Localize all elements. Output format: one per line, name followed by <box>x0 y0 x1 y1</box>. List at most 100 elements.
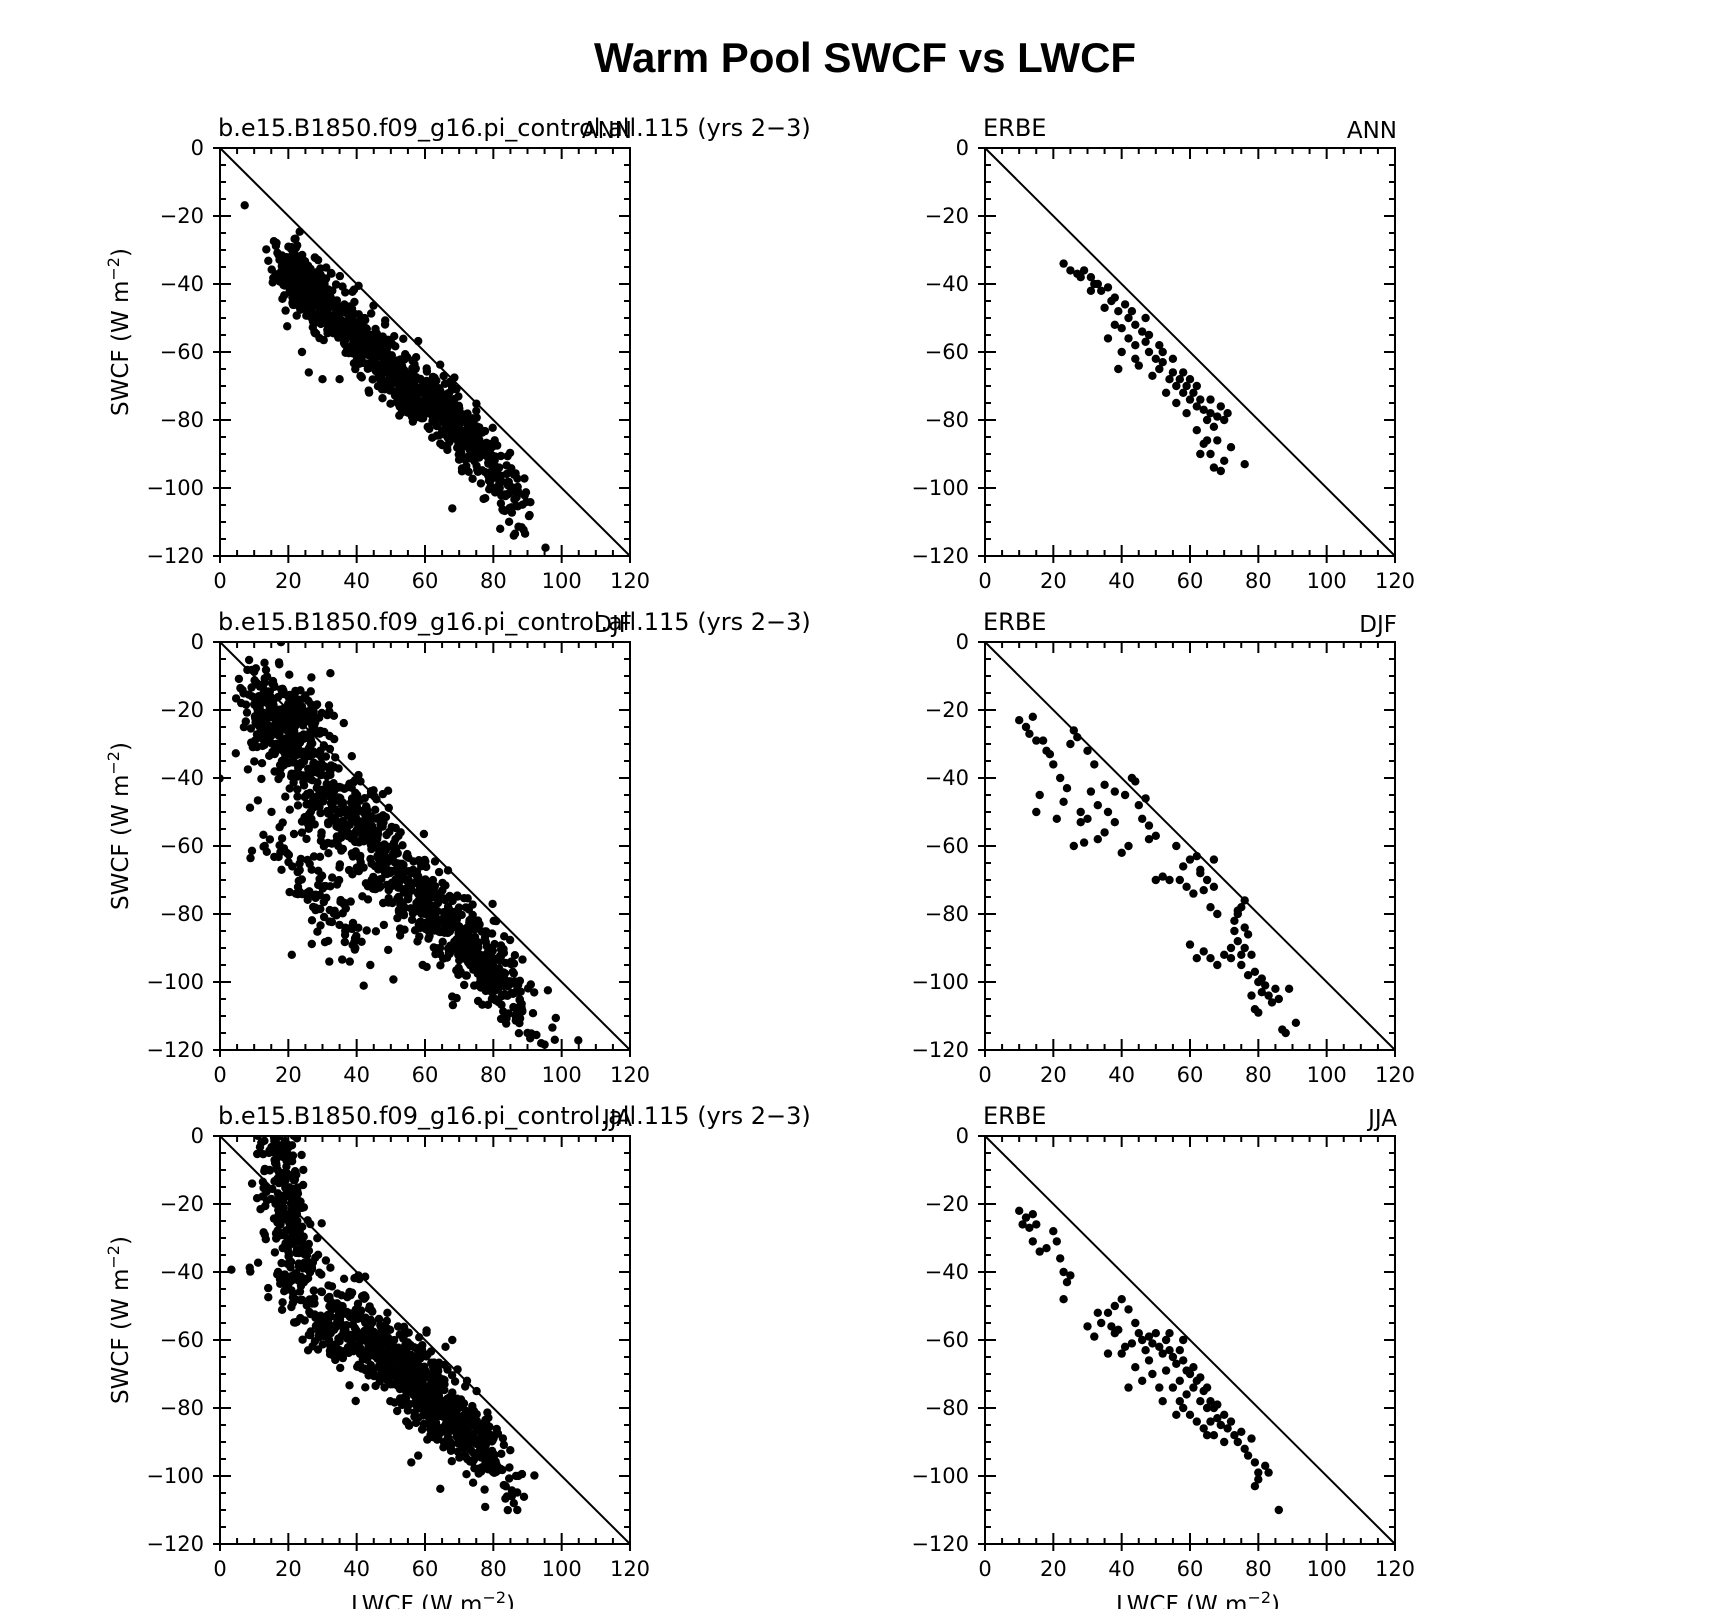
data-point <box>1185 375 1195 384</box>
data-point <box>296 758 306 767</box>
data-point <box>1079 838 1089 847</box>
data-point <box>1281 1028 1290 1038</box>
data-point <box>316 921 325 930</box>
x-tick-label: 120 <box>1375 1063 1415 1087</box>
data-point <box>316 904 325 913</box>
data-point <box>1175 1397 1185 1406</box>
data-point <box>1202 1403 1212 1413</box>
data-point <box>505 935 515 945</box>
data-point <box>1192 381 1202 391</box>
data-point <box>1069 726 1079 735</box>
data-point <box>1189 1383 1198 1392</box>
data-point <box>277 1192 286 1202</box>
data-point <box>343 783 352 792</box>
data-point <box>1144 835 1154 844</box>
data-point <box>321 274 331 283</box>
data-point <box>439 411 448 421</box>
data-point <box>375 875 385 884</box>
data-point <box>286 244 295 253</box>
data-points <box>240 201 550 552</box>
data-point <box>414 336 423 346</box>
data-point <box>285 784 294 793</box>
data-point <box>395 924 405 933</box>
data-point <box>371 324 380 334</box>
data-point <box>414 889 423 899</box>
data-point <box>384 803 393 812</box>
data-point <box>339 1309 348 1318</box>
data-point <box>489 916 498 925</box>
data-point <box>362 926 371 935</box>
data-point <box>295 865 304 875</box>
data-points <box>1015 712 1301 1038</box>
data-point <box>1199 405 1208 414</box>
panel-season-label: DJF <box>1359 612 1397 638</box>
data-point <box>379 852 388 861</box>
data-point <box>319 912 329 922</box>
data-point <box>325 707 334 716</box>
data-point <box>1141 1346 1150 1355</box>
data-point <box>373 829 382 838</box>
data-point <box>265 835 275 844</box>
data-point <box>1052 814 1062 823</box>
data-point <box>1066 739 1075 749</box>
one-to-one-line <box>984 147 1396 557</box>
data-point <box>435 889 444 898</box>
data-point <box>330 734 339 744</box>
data-point <box>1138 327 1147 336</box>
data-point <box>1202 415 1212 425</box>
data-point <box>265 1165 274 1175</box>
data-point <box>474 943 483 952</box>
data-point <box>267 807 276 817</box>
data-point <box>404 1361 413 1370</box>
data-point <box>1202 1383 1212 1392</box>
data-point <box>380 1383 389 1392</box>
data-point <box>414 1451 423 1460</box>
data-point <box>1196 449 1205 459</box>
data-point <box>1110 787 1120 796</box>
data-point <box>413 937 422 946</box>
data-point <box>453 1365 462 1374</box>
data-point <box>341 923 350 932</box>
data-point <box>257 774 266 784</box>
data-point <box>502 1492 512 1501</box>
data-point <box>304 696 313 706</box>
y-tick-label: 0 <box>191 1124 204 1148</box>
data-point <box>349 812 358 821</box>
data-point <box>269 711 278 720</box>
data-point <box>426 1347 436 1356</box>
x-tick-label: 0 <box>213 1063 226 1087</box>
x-tick-label: 80 <box>1245 569 1272 593</box>
data-point <box>1052 1237 1062 1246</box>
data-point <box>357 1364 366 1373</box>
data-point <box>421 918 430 927</box>
data-point <box>1086 286 1096 295</box>
data-point <box>1250 967 1260 976</box>
data-point <box>1213 1414 1222 1423</box>
data-point <box>1076 273 1085 282</box>
data-point <box>1059 797 1068 806</box>
data-point <box>1151 875 1161 885</box>
data-point <box>1175 375 1185 384</box>
data-point <box>490 488 500 497</box>
panel-season-label: DJF <box>594 612 632 638</box>
data-point <box>503 991 512 1000</box>
data-point <box>345 1381 354 1390</box>
data-point <box>281 1093 289 1101</box>
data-point <box>302 834 311 844</box>
data-point <box>1107 1322 1116 1331</box>
data-point <box>420 886 429 896</box>
scatter-panel-1: 0 20 40 60 80 100 120 0 −20 −40 −60 −80 −100 −120 b.e1… <box>104 114 811 593</box>
data-point <box>361 1383 370 1392</box>
data-point <box>405 1400 414 1409</box>
data-point <box>524 511 534 521</box>
data-point <box>1018 1220 1027 1229</box>
data-points <box>227 1093 539 1515</box>
data-point <box>260 658 269 667</box>
data-point <box>1226 1417 1236 1426</box>
data-point <box>1114 364 1123 374</box>
data-point <box>341 830 350 839</box>
data-point <box>462 971 471 980</box>
data-point <box>1257 988 1267 997</box>
data-point <box>322 263 331 272</box>
data-point <box>1254 1008 1263 1017</box>
